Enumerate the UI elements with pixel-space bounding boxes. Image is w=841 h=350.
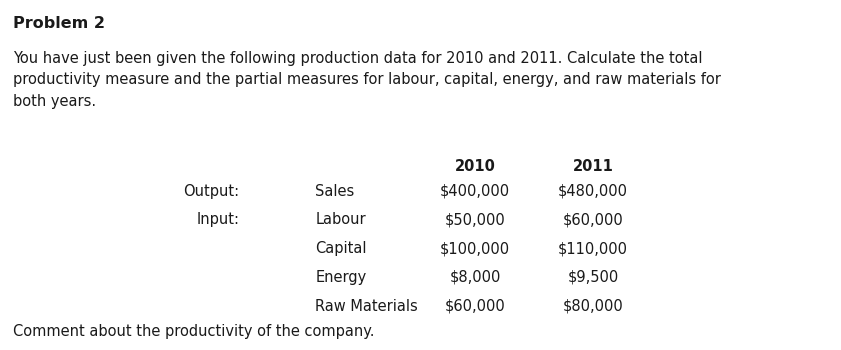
Text: $480,000: $480,000	[558, 184, 628, 199]
Text: $8,000: $8,000	[449, 270, 501, 285]
Text: 2010: 2010	[455, 159, 495, 174]
Text: You have just been given the following production data for 2010 and 2011. Calcul: You have just been given the following p…	[13, 51, 721, 109]
Text: $9,500: $9,500	[568, 270, 618, 285]
Text: $100,000: $100,000	[440, 241, 510, 256]
Text: $400,000: $400,000	[440, 184, 510, 199]
Text: Comment about the productivity of the company.: Comment about the productivity of the co…	[13, 324, 374, 339]
Text: $50,000: $50,000	[445, 212, 505, 228]
Text: Input:: Input:	[197, 212, 240, 228]
Text: $60,000: $60,000	[445, 299, 505, 314]
Text: Labour: Labour	[315, 212, 366, 228]
Text: Raw Materials: Raw Materials	[315, 299, 418, 314]
Text: $110,000: $110,000	[558, 241, 628, 256]
Text: Energy: Energy	[315, 270, 367, 285]
Text: Problem 2: Problem 2	[13, 16, 104, 31]
Text: 2011: 2011	[573, 159, 613, 174]
Text: $60,000: $60,000	[563, 212, 623, 228]
Text: $80,000: $80,000	[563, 299, 623, 314]
Text: Output:: Output:	[183, 184, 240, 199]
Text: Capital: Capital	[315, 241, 367, 256]
Text: Sales: Sales	[315, 184, 355, 199]
